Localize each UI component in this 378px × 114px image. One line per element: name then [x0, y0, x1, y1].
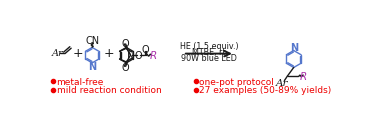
Text: R: R [300, 71, 307, 81]
Text: CN: CN [85, 35, 99, 45]
Text: O: O [141, 45, 149, 54]
Text: Ar: Ar [51, 49, 63, 58]
Text: metal-free: metal-free [57, 77, 104, 86]
Text: N: N [127, 51, 134, 61]
Text: +: + [72, 47, 83, 60]
Text: O: O [121, 63, 129, 73]
Text: Ar: Ar [276, 79, 288, 88]
Text: 90W blue LED: 90W blue LED [181, 53, 237, 62]
Text: mild reaction condition: mild reaction condition [57, 86, 161, 95]
Text: N: N [88, 61, 96, 71]
Text: O: O [121, 39, 129, 48]
Text: +: + [104, 47, 115, 60]
Text: 27 examples (50-89% yields): 27 examples (50-89% yields) [199, 86, 332, 95]
Text: HE (1.5 equiv.): HE (1.5 equiv.) [180, 41, 238, 50]
Text: MTBE, rt: MTBE, rt [192, 47, 226, 56]
Text: one-pot protocol: one-pot protocol [199, 77, 274, 86]
Text: N: N [290, 42, 298, 52]
Text: R: R [149, 51, 156, 61]
Text: O: O [134, 51, 142, 61]
